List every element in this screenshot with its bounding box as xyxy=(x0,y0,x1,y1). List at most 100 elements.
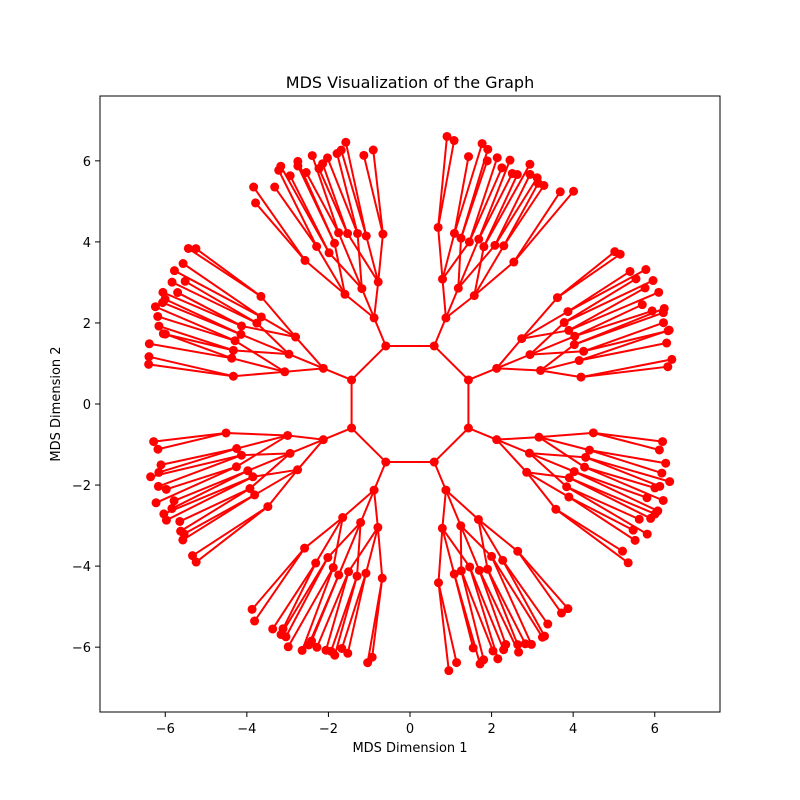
graph-node xyxy=(245,484,255,494)
x-tick-label: 0 xyxy=(406,722,414,737)
graph-node xyxy=(373,522,383,532)
graph-node xyxy=(452,658,462,668)
graph-node xyxy=(588,428,598,438)
graph-edge xyxy=(362,155,384,235)
graph-edge xyxy=(304,259,346,296)
graph-edge xyxy=(267,469,299,508)
graph-edge xyxy=(249,452,291,490)
graph-node xyxy=(468,643,478,653)
graph-node xyxy=(154,467,164,477)
graph-node xyxy=(334,570,344,580)
graph-node xyxy=(283,430,293,440)
graph-edge xyxy=(529,335,576,356)
graph-edge xyxy=(234,339,286,373)
graph-edge xyxy=(158,325,234,352)
graph-edge xyxy=(433,345,470,381)
graph-edge xyxy=(568,287,646,332)
graph-node xyxy=(505,155,515,165)
graph-edge xyxy=(301,567,335,651)
graph-node xyxy=(641,265,651,275)
graph-node xyxy=(312,241,322,251)
graph-edge xyxy=(377,234,384,283)
graph-edge xyxy=(468,566,499,660)
graph-node xyxy=(231,462,241,472)
graph-edge xyxy=(163,332,234,352)
graph-node xyxy=(637,300,647,310)
graph-edge xyxy=(583,321,664,353)
graph-edge xyxy=(568,496,634,531)
graph-node xyxy=(631,274,641,284)
graph-node xyxy=(580,462,590,472)
graph-node xyxy=(330,238,340,248)
graph-node xyxy=(256,291,266,301)
graph-node xyxy=(169,266,179,276)
graph-node xyxy=(563,307,573,317)
graph-node xyxy=(648,276,658,286)
graph-edge xyxy=(584,466,656,489)
graph-edge xyxy=(226,431,288,437)
graph-node xyxy=(497,163,507,173)
graph-node xyxy=(456,233,466,243)
graph-node xyxy=(311,558,321,568)
graph-edge xyxy=(563,277,637,324)
graph-node xyxy=(532,173,542,183)
graph-edge xyxy=(322,367,352,381)
graph-node xyxy=(513,546,523,556)
graph-node xyxy=(347,375,357,385)
graph-node xyxy=(236,450,246,460)
graph-node xyxy=(581,452,591,462)
graph-edge xyxy=(162,301,242,336)
graph-edge xyxy=(574,303,643,338)
graph-edge xyxy=(344,142,368,237)
graph-edge xyxy=(445,489,480,521)
graph-edge xyxy=(555,508,624,553)
graph-node xyxy=(654,287,664,297)
graph-node xyxy=(564,492,574,502)
graph-node xyxy=(338,513,348,523)
graph-node xyxy=(149,437,159,447)
graph-edge xyxy=(580,358,673,379)
graph-edge xyxy=(327,521,362,559)
graph-edge xyxy=(296,439,325,471)
graph-node xyxy=(191,244,201,254)
graph-edge xyxy=(589,449,666,465)
graph-edge xyxy=(165,475,254,522)
graph-edge xyxy=(486,568,527,645)
graph-node xyxy=(442,131,452,141)
graph-node xyxy=(525,169,535,179)
graph-node xyxy=(344,567,354,577)
graph-node xyxy=(474,565,484,575)
graph-edge xyxy=(573,307,665,346)
graph-node xyxy=(280,367,290,377)
graph-node xyxy=(647,306,657,316)
graph-edge xyxy=(184,280,258,324)
graph-edge xyxy=(149,342,232,360)
graph-edge xyxy=(195,505,269,563)
graph-node xyxy=(654,445,664,455)
graph-edge xyxy=(573,470,648,499)
graph-edge xyxy=(478,570,507,645)
graph-node xyxy=(150,302,160,312)
graph-edge xyxy=(364,527,379,574)
graph-edge xyxy=(468,167,503,243)
graph-node xyxy=(499,241,509,251)
graph-edge xyxy=(477,518,519,553)
graph-edge xyxy=(316,571,350,648)
graph-node xyxy=(663,362,673,372)
graph-node xyxy=(543,619,553,629)
graph-node xyxy=(490,240,500,250)
graph-node xyxy=(433,222,443,232)
graph-node xyxy=(300,255,310,265)
graph-edge xyxy=(153,431,227,443)
graph-edge xyxy=(173,269,262,318)
graph-edge xyxy=(453,156,470,234)
graph-node xyxy=(153,481,163,491)
graph-edge xyxy=(337,232,363,289)
graph-node xyxy=(449,569,459,579)
graph-node xyxy=(524,448,534,458)
graph-edge xyxy=(433,427,470,463)
graph-node xyxy=(625,266,635,276)
graph-edge xyxy=(437,582,458,663)
graph-node xyxy=(167,277,177,287)
graph-node xyxy=(180,276,190,286)
